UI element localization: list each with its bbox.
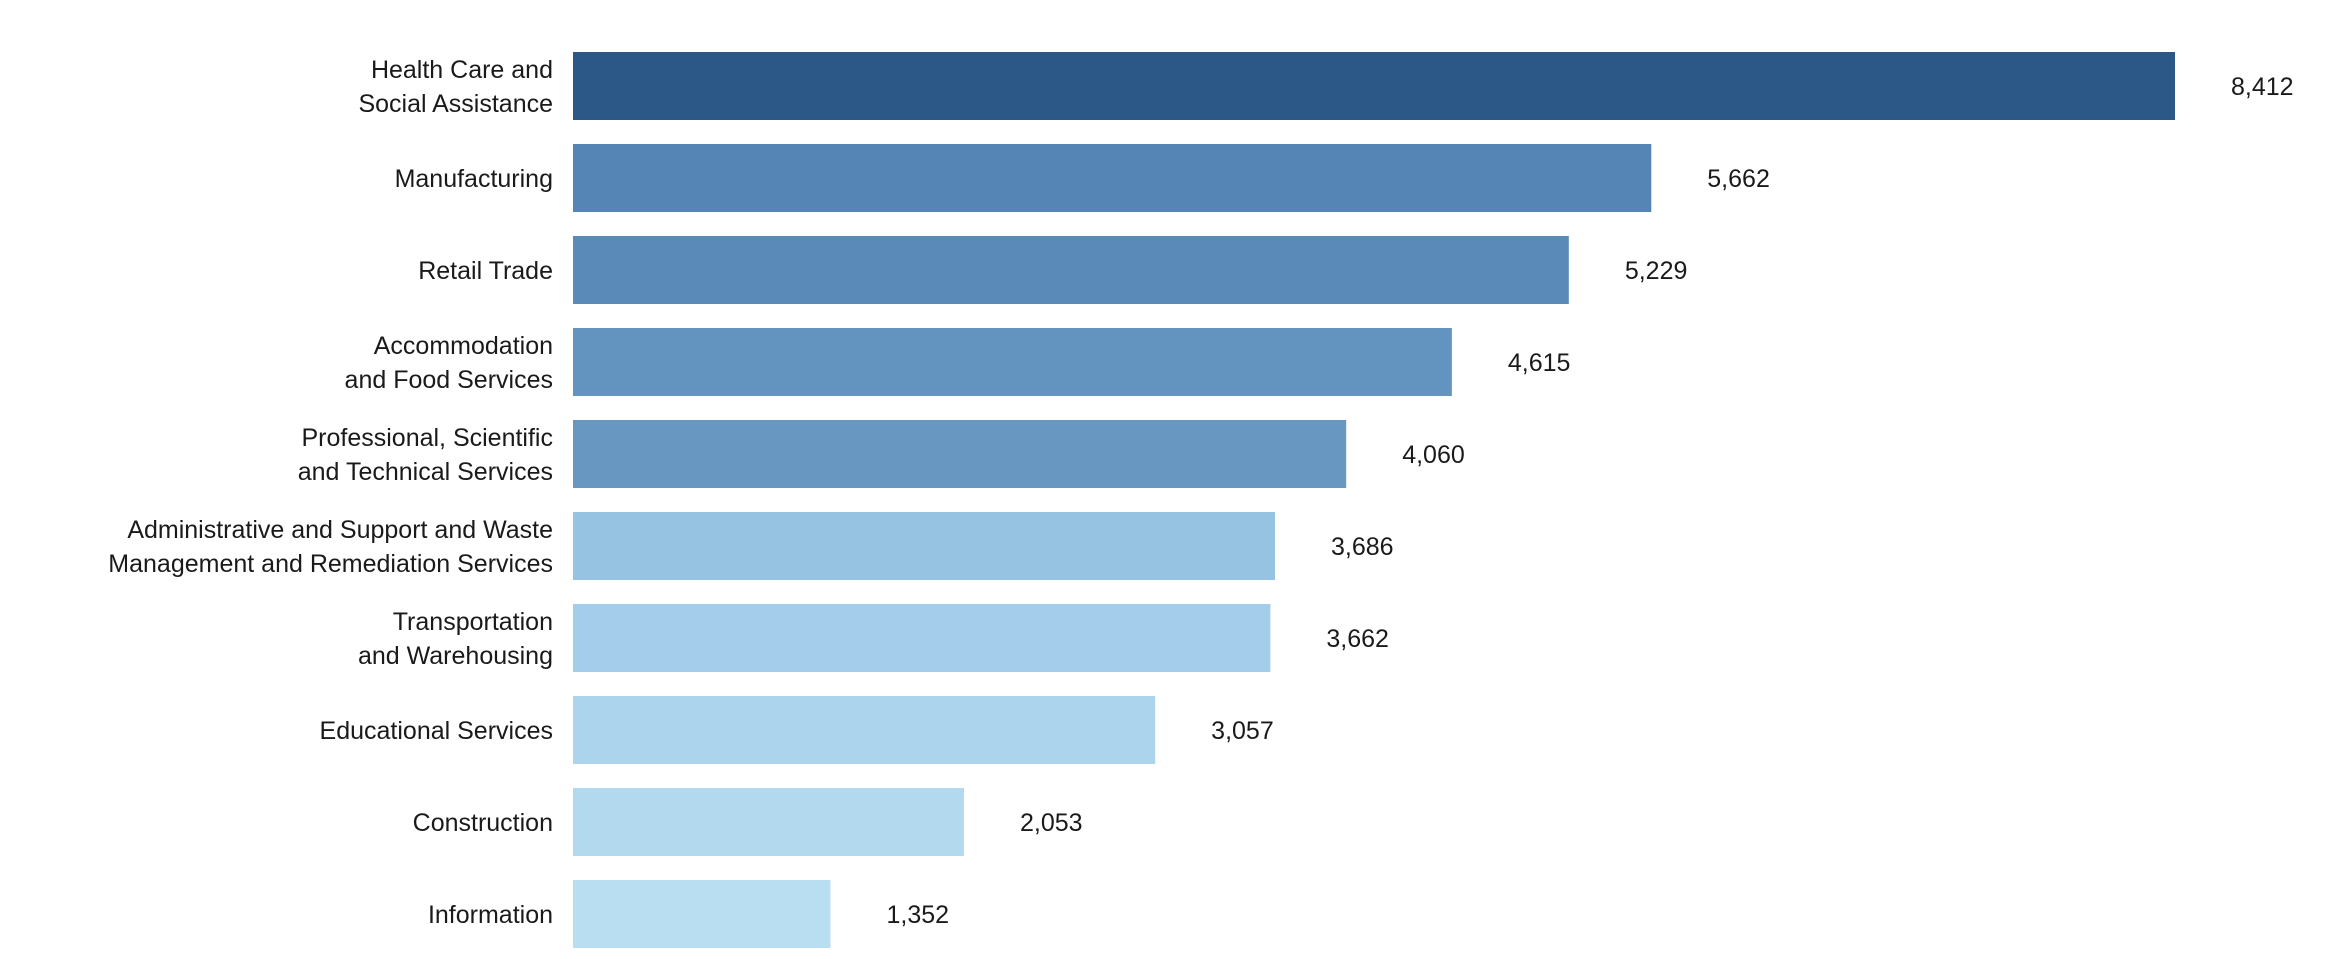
category-label-line: Transportation <box>393 608 553 636</box>
category-label: Professional, Scientific and Technical Se… <box>298 424 553 486</box>
bar <box>573 144 1652 212</box>
category-label-line: Social Assistance <box>358 90 553 118</box>
category-label-line: Retail Trade <box>418 257 553 285</box>
category-label: Information <box>428 901 553 929</box>
bar <box>573 420 1347 488</box>
value-label: 4,615 <box>1508 349 1571 377</box>
category-label-line: Construction <box>413 809 553 837</box>
bar <box>573 880 831 948</box>
category-label-line: Health Care and <box>371 56 553 84</box>
value-label: 8,412 <box>2231 73 2294 101</box>
value-label: 5,229 <box>1625 257 1688 285</box>
category-label: Construction <box>413 809 553 837</box>
category-label-line: Educational Services <box>320 717 553 745</box>
category-label-line: and Food Services <box>345 366 553 394</box>
category-label-line: Administrative and Support and Waste <box>127 516 553 544</box>
value-label: 2,053 <box>1020 809 1083 837</box>
category-label-line: Manufacturing <box>395 165 553 193</box>
category-label-line: Management and Remediation Services <box>108 550 553 578</box>
bar <box>573 52 2175 120</box>
category-label-line: Information <box>428 901 553 929</box>
category-label-line: and Warehousing <box>358 642 553 670</box>
bar <box>573 604 1271 672</box>
value-label: 3,662 <box>1326 625 1389 653</box>
value-label: 3,686 <box>1331 533 1394 561</box>
category-label: Administrative and Support and Waste Mana… <box>108 516 553 578</box>
bar <box>573 696 1156 764</box>
bar <box>573 328 1452 396</box>
category-label: Health Care and Social Assistance <box>358 56 553 118</box>
value-label: 1,352 <box>886 901 949 929</box>
value-label: 5,662 <box>1707 165 1770 193</box>
category-label: Manufacturing <box>395 165 553 193</box>
category-label-line: and Technical Services <box>298 458 553 486</box>
category-label: Retail Trade <box>418 257 553 285</box>
bar <box>573 236 1569 304</box>
value-label: 3,057 <box>1211 717 1274 745</box>
value-label: 4,060 <box>1402 441 1465 469</box>
bar <box>573 788 964 856</box>
category-label-line: Professional, Scientific <box>301 424 553 452</box>
category-label: Accommodation and Food Services <box>345 332 553 394</box>
category-label-line: Accommodation <box>374 332 553 360</box>
category-label: Transportation and Warehousing <box>358 608 553 670</box>
bar <box>573 512 1275 580</box>
category-label: Educational Services <box>320 717 553 745</box>
